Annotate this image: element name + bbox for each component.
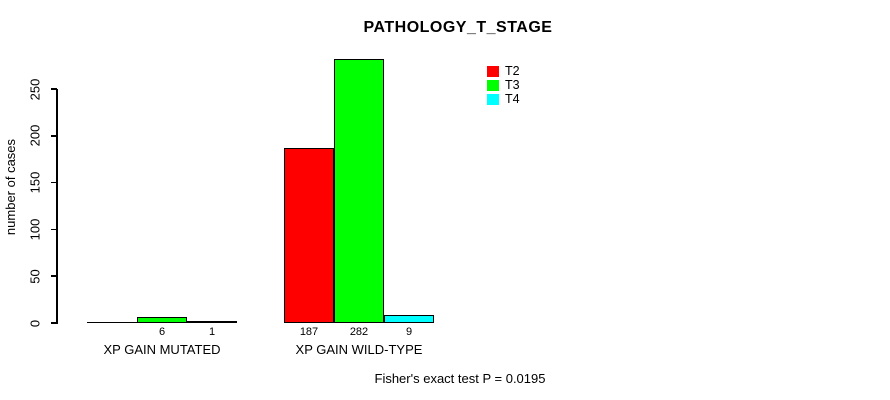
y-axis-tick-label: 200 [27, 124, 43, 147]
y-axis-tick-label: 150 [27, 171, 43, 194]
bar-value-label: 282 [349, 326, 369, 338]
stat-annotation: Fisher's exact test P = 0.0195 [374, 371, 546, 386]
x-axis-category-label: XP GAIN MUTATED [103, 342, 221, 357]
bar [384, 315, 434, 323]
bar [334, 59, 384, 323]
y-axis-tick [51, 181, 57, 184]
legend-item: T2 [487, 64, 520, 78]
legend-label: T4 [505, 92, 520, 106]
bar-value-label: 1 [208, 326, 216, 338]
y-axis-tick-label: 0 [27, 319, 43, 327]
bar-value-label: 9 [405, 326, 413, 338]
x-axis-category-label: XP GAIN WILD-TYPE [295, 342, 423, 357]
legend: T2 T3 T4 [487, 64, 520, 106]
legend-label: T2 [505, 64, 520, 78]
bar-value-label: 6 [158, 326, 166, 338]
y-axis-label: number of cases [3, 138, 18, 236]
y-axis-tick-label: 100 [27, 218, 43, 241]
bar-value-label: 187 [299, 326, 319, 338]
y-axis-tick [51, 88, 57, 90]
y-axis-tick [51, 228, 57, 231]
y-axis-tick-label: 250 [27, 78, 43, 100]
bar [137, 317, 187, 323]
legend-item: T4 [487, 92, 520, 106]
y-axis-tick [51, 135, 57, 137]
bar [187, 321, 237, 323]
chart-title: PATHOLOGY_T_STAGE [363, 19, 553, 36]
legend-swatch [487, 65, 499, 77]
y-axis-tick [51, 322, 57, 324]
bar [284, 148, 334, 323]
y-axis-tick-label: 50 [27, 268, 43, 284]
y-axis-line [56, 89, 58, 324]
y-axis-tick [51, 275, 57, 277]
legend-swatch [487, 79, 499, 91]
legend-item: T3 [487, 78, 520, 92]
legend-swatch [487, 93, 499, 105]
legend-label: T3 [505, 78, 520, 92]
